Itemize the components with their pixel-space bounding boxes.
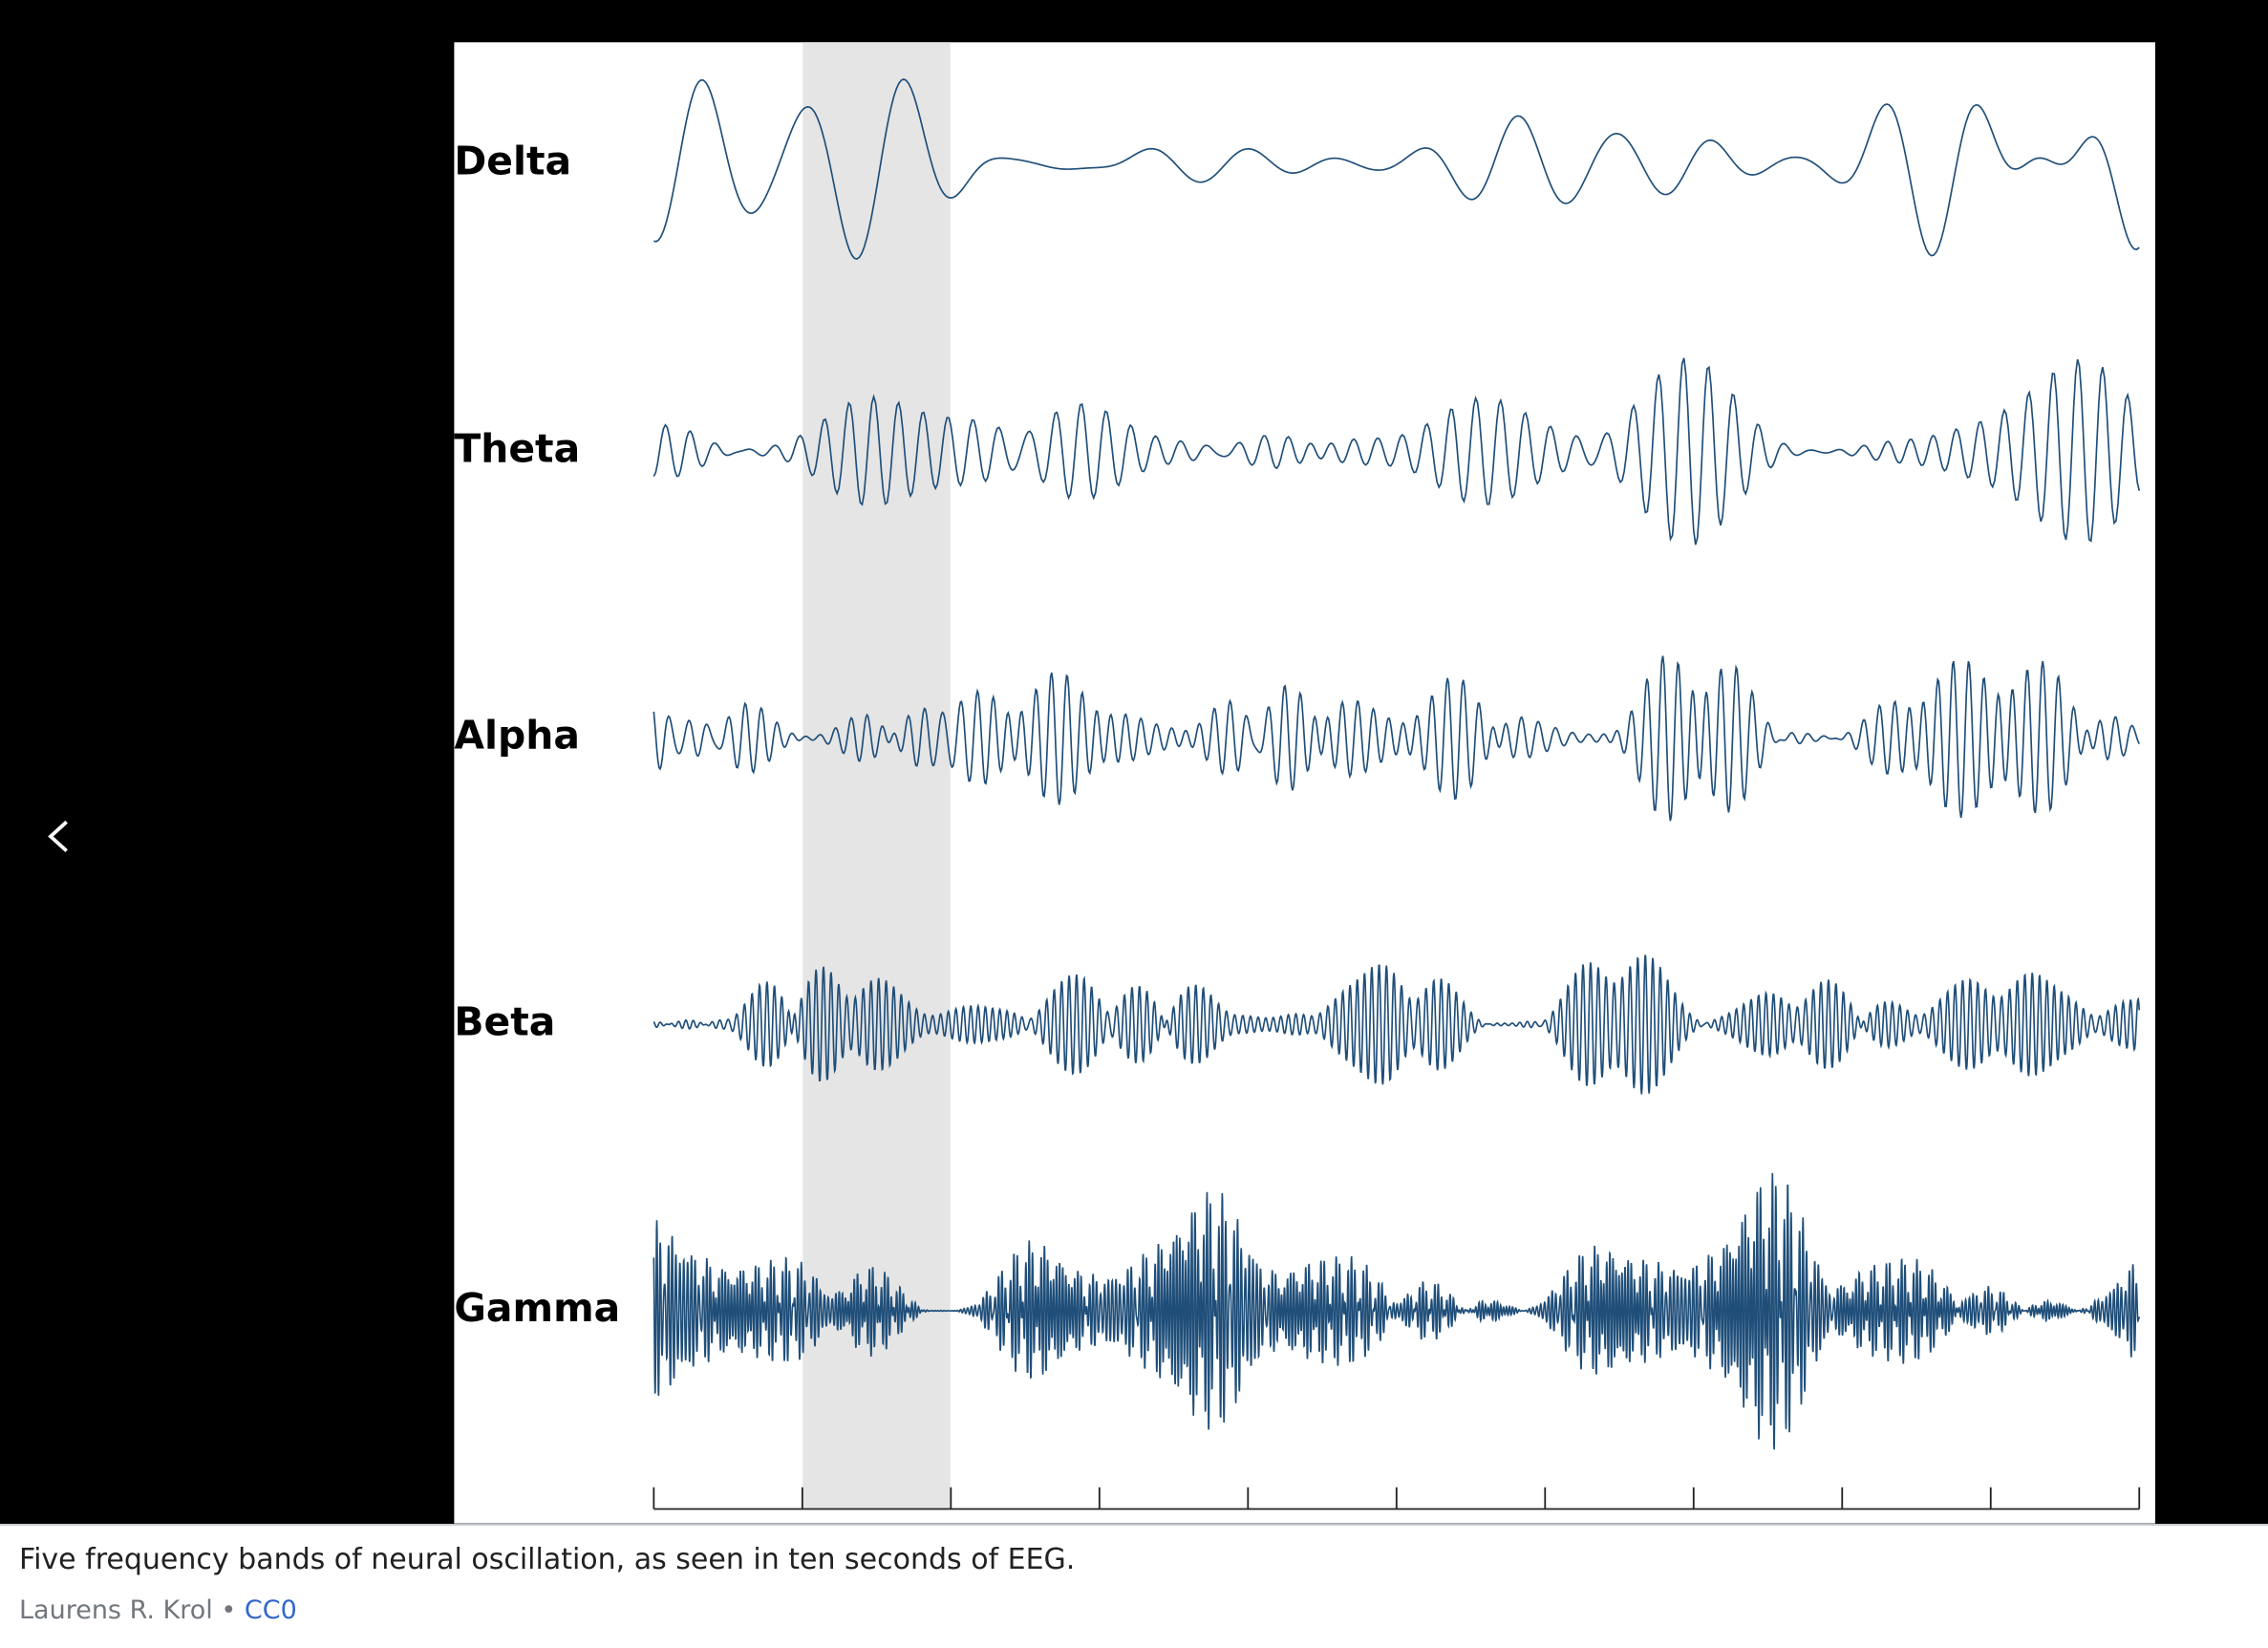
waveform (653, 1172, 2141, 1450)
caption-meta: Laurens R. Krol • CC0 (19, 1595, 297, 1625)
band-label: Gamma (454, 1285, 620, 1331)
previous-button[interactable] (48, 820, 68, 853)
caption-description: Five frequency bands of neural oscillati… (19, 1543, 1076, 1576)
waveform (653, 78, 2140, 261)
waveforms (653, 78, 2141, 1450)
waveform (653, 357, 2141, 546)
band-label: Theta (454, 426, 580, 472)
caption-panel: Five frequency bands of neural oscillati… (0, 1524, 2268, 1648)
author: Laurens R. Krol (19, 1595, 213, 1625)
image-stage: Delta Theta Alpha Beta Gamma (48, 42, 2155, 1524)
band-label: Alpha (454, 713, 580, 759)
highlight-second (802, 42, 951, 1509)
waveform (653, 655, 2141, 822)
separator: • (221, 1595, 237, 1625)
license-link[interactable]: CC0 (244, 1595, 297, 1625)
band-label: Delta (454, 138, 571, 183)
band-label: Beta (454, 998, 555, 1044)
waveform (653, 954, 2141, 1095)
time-axis (653, 1487, 2141, 1510)
